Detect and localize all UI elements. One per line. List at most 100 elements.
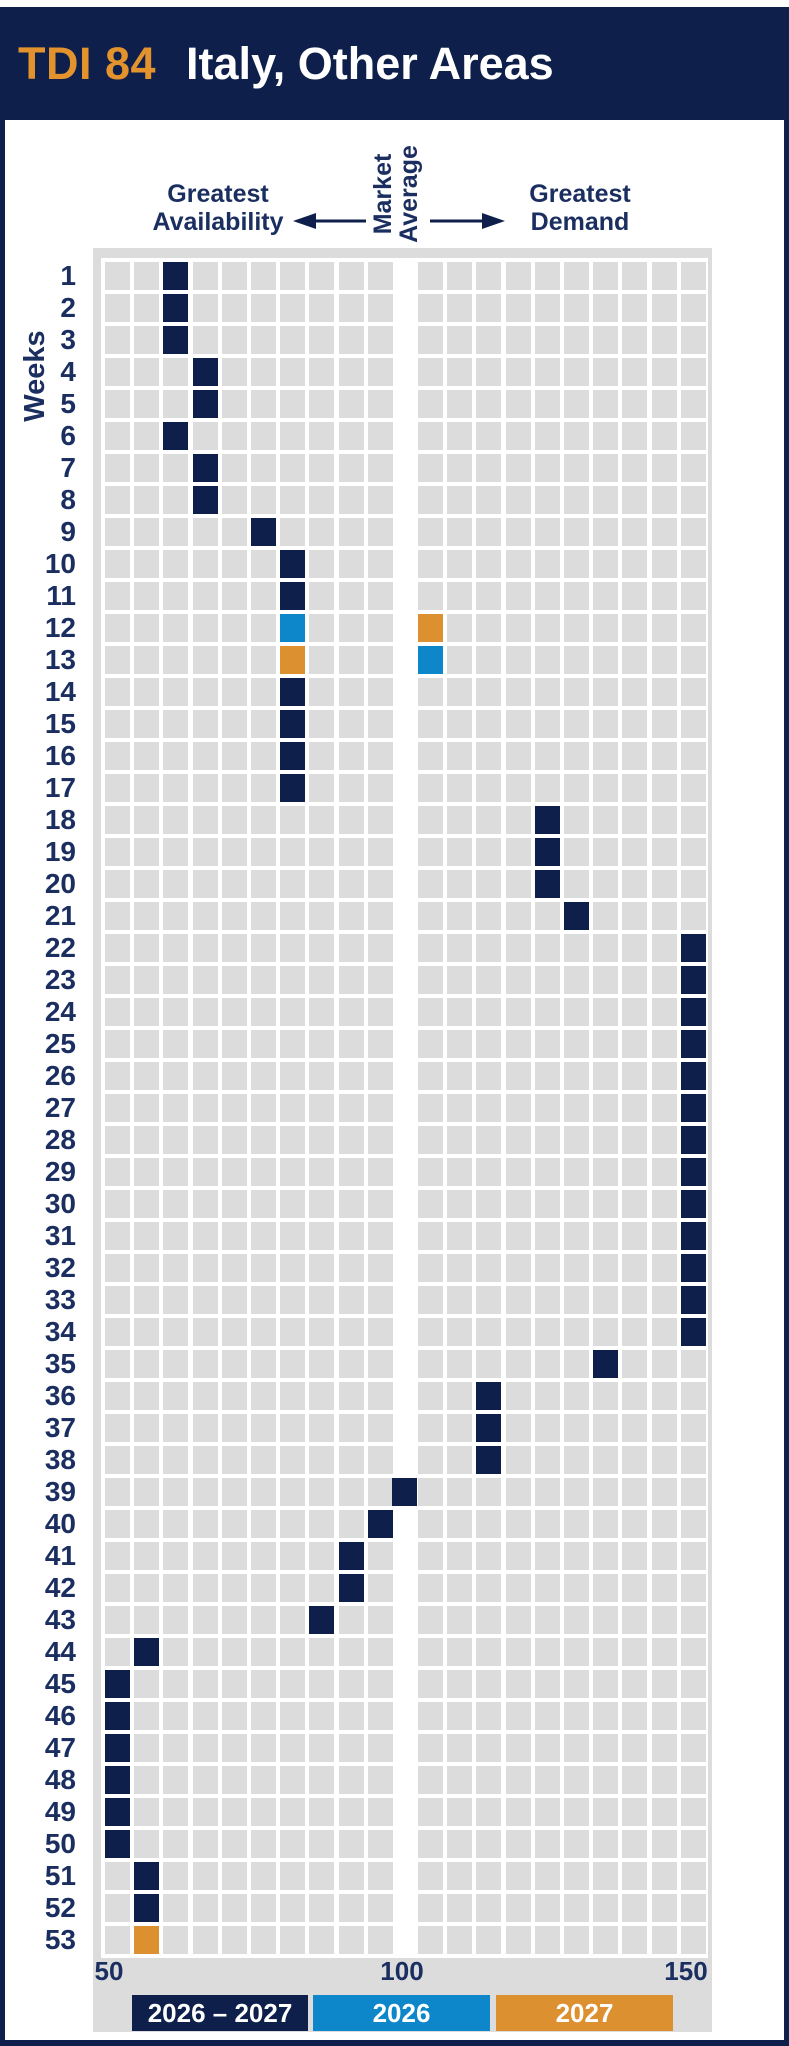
grid-cell: [651, 742, 677, 770]
frame-border-left: [0, 118, 5, 2046]
grid-cell: [105, 1062, 130, 1090]
grid-cell: [105, 422, 130, 450]
grid-cell: [134, 294, 160, 322]
grid-cell: [192, 1446, 218, 1474]
grid-cell: [680, 1894, 706, 1922]
grid-cell: [622, 934, 648, 962]
grid-cell: [105, 1862, 130, 1890]
grid-cell: [447, 1382, 473, 1410]
grid-cell: [534, 1926, 560, 1954]
grid-cell: [163, 518, 189, 546]
grid-cell: [680, 678, 706, 706]
grid-cell: [447, 934, 473, 962]
grid-cell: [221, 1446, 247, 1474]
grid-cell: [505, 1030, 531, 1058]
tdi-mark-cell-week-32: [680, 1254, 706, 1282]
grid-cell: [476, 1350, 502, 1378]
grid-cell: [505, 1798, 531, 1826]
tdi-mark-cell-week-37: [476, 1414, 502, 1442]
grid-cell: [105, 1926, 130, 1954]
grid-cell: [221, 1638, 247, 1666]
grid-cell: [367, 1670, 393, 1698]
grid-cell: [163, 1382, 189, 1410]
grid-cell: [680, 710, 706, 738]
grid-cell: [367, 1190, 393, 1218]
grid-cell: [367, 1798, 393, 1826]
grid-cell: [534, 1190, 560, 1218]
grid-cell: [367, 1414, 393, 1442]
grid-cell: [192, 1318, 218, 1346]
grid-cell: [163, 1894, 189, 1922]
grid-cell: [309, 1478, 335, 1506]
grid-cell: [105, 1414, 130, 1442]
grid-cell: [505, 1894, 531, 1922]
grid-cell: [476, 1926, 502, 1954]
grid-cell: [163, 454, 189, 482]
grid-cell: [593, 550, 619, 578]
grid-cell: [309, 390, 335, 418]
frame-border-bottom: [0, 2040, 789, 2046]
grid-cell: [651, 1062, 677, 1090]
grid-cell: [418, 1286, 443, 1314]
grid-cell: [418, 1318, 443, 1346]
grid-cell: [505, 742, 531, 770]
grid-cell: [534, 1318, 560, 1346]
grid-cell: [221, 902, 247, 930]
grid-cell: [418, 1894, 443, 1922]
grid-cell: [418, 582, 443, 610]
grid-cell: [338, 1446, 364, 1474]
greatest-demand-label: Greatest Demand: [460, 180, 700, 236]
grid-cell: [534, 1222, 560, 1250]
grid-cell: [309, 486, 335, 514]
grid-cell: [680, 390, 706, 418]
grid-cell: [651, 710, 677, 738]
grid-cell: [221, 1094, 247, 1122]
grid-cell: [221, 1702, 247, 1730]
grid-cell: [476, 294, 502, 322]
grid-cell: [564, 1894, 589, 1922]
grid-cell: [367, 454, 393, 482]
frame-border-right: [784, 118, 789, 2046]
grid-cell: [367, 550, 393, 578]
grid-cell: [309, 934, 335, 962]
grid-cell: [251, 1318, 276, 1346]
grid-cell: [505, 1254, 531, 1282]
grid-cell: [105, 1478, 130, 1506]
grid-cell: [105, 870, 130, 898]
grid-cell: [367, 742, 393, 770]
grid-cell: [280, 934, 306, 962]
grid-cell: [367, 1606, 393, 1634]
grid-cell: [622, 998, 648, 1026]
grid-cell: [564, 1734, 589, 1762]
grid-cell: [163, 1350, 189, 1378]
grid-cell: [418, 774, 443, 802]
grid-cell: [309, 742, 335, 770]
grid-cell: [418, 294, 443, 322]
grid-cell: [593, 294, 619, 322]
grid-cell: [651, 582, 677, 610]
grid-cell: [534, 294, 560, 322]
grid-cell: [221, 1350, 247, 1378]
grid-cell: [564, 1798, 589, 1826]
grid-cell: [221, 326, 247, 354]
grid-cell: [367, 614, 393, 642]
week-number-15: 15: [44, 708, 76, 739]
grid-cell: [251, 1158, 276, 1186]
grid-cell: [221, 998, 247, 1026]
grid-cell: [163, 1286, 189, 1314]
grid-cell: [105, 1574, 130, 1602]
grid-cell: [367, 1030, 393, 1058]
grid-cell: [251, 1446, 276, 1474]
grid-cell: [593, 1638, 619, 1666]
grid-cell: [593, 1574, 619, 1602]
grid-cell: [367, 838, 393, 866]
grid-cell: [680, 550, 706, 578]
grid-cell: [192, 934, 218, 962]
grid-cell: [367, 262, 393, 290]
grid-cell: [163, 614, 189, 642]
grid-cell: [251, 294, 276, 322]
grid-cell: [309, 262, 335, 290]
grid-cell: [367, 902, 393, 930]
grid-cell: [192, 1702, 218, 1730]
grid-cell: [221, 454, 247, 482]
